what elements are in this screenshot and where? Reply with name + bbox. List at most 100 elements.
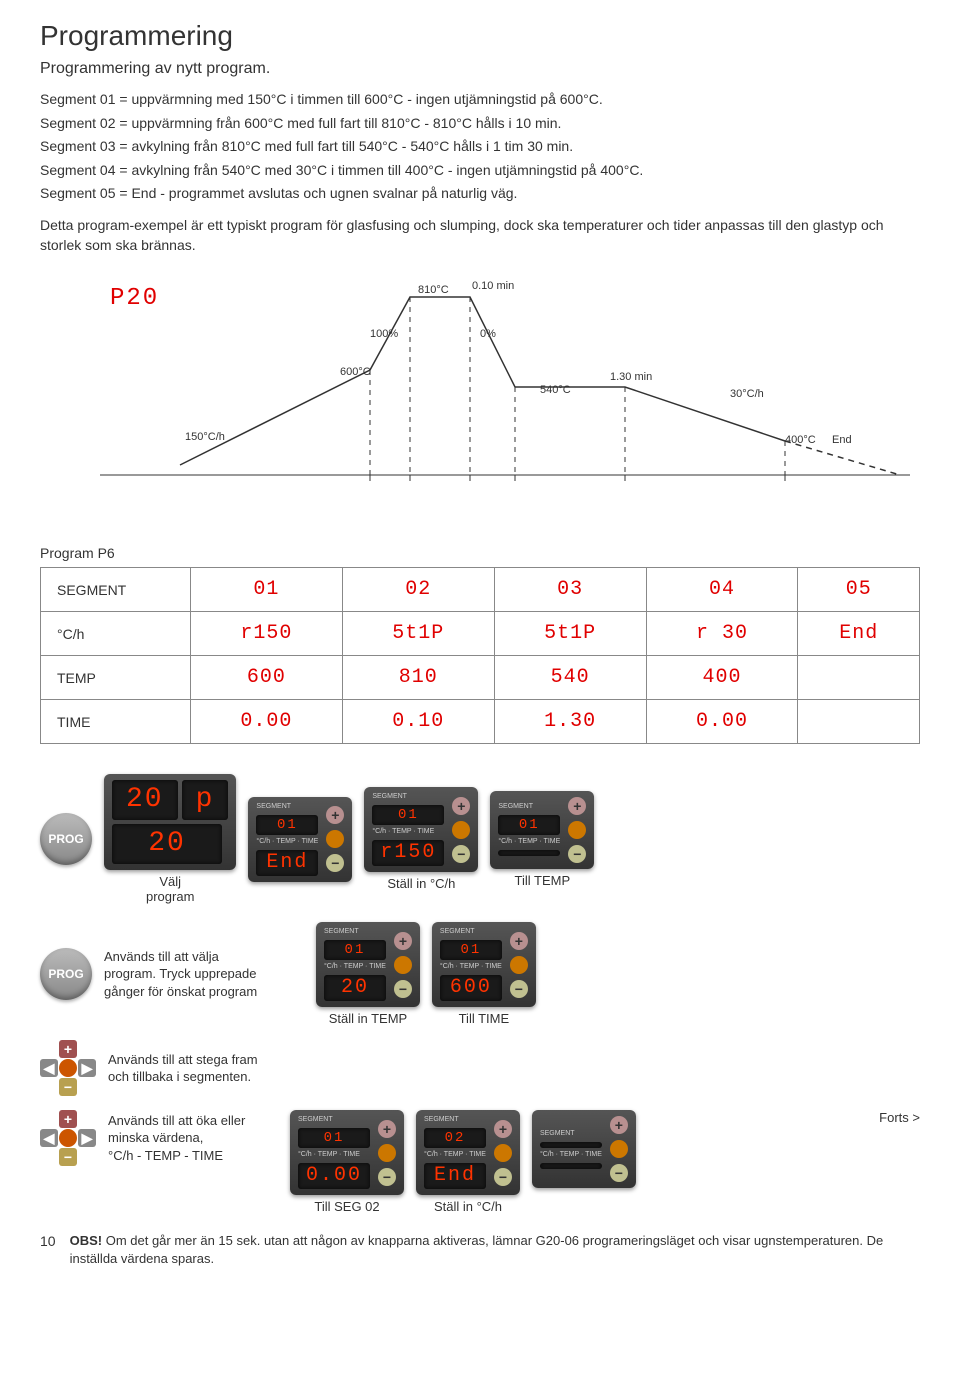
plus-button[interactable]: + [452,797,470,815]
dpad-down[interactable]: − [59,1078,77,1096]
dpad-up[interactable]: + [59,1110,77,1128]
center-button[interactable] [494,1144,512,1162]
dpad-lr[interactable]: + − ◀ ▶ [40,1040,96,1096]
page-title: Programmering [40,20,920,52]
panel-1: SEGMENT 01 °C/h · TEMP · TIME 20 + − Stä… [316,922,420,1026]
svg-text:600°C: 600°C [340,366,371,378]
lcd-sm [540,1142,602,1148]
segment-line: Segment 02 = uppvärmning från 600°C med … [40,114,920,134]
center-button[interactable] [610,1140,628,1158]
center-button[interactable] [378,1144,396,1162]
table-cell-value: End [839,622,878,645]
center-button[interactable] [510,956,528,974]
lcd-header: SEGMENT [324,928,386,935]
prog-button[interactable]: PROG [40,813,92,865]
panel-label: Ställ in °C/h [387,876,455,891]
svg-text:End: End [832,434,852,446]
minus-button[interactable]: − [610,1164,628,1182]
instruction-text: Används till att stega fram och tillbaka… [108,1051,278,1086]
center-button[interactable] [394,956,412,974]
table-cell-value: r150 [240,622,292,645]
lcd-header: SEGMENT [540,1130,602,1137]
prog-button[interactable]: PROG [40,948,92,1000]
lcd-main: 20 [112,780,178,820]
svg-text:1.30 min: 1.30 min [610,371,652,383]
minus-button[interactable]: − [326,854,344,872]
lcd-side-buttons: + − [394,932,412,998]
panel-label: Till TIME [459,1011,510,1026]
panel-1: SEGMENT 01 °C/h · TEMP · TIME 0.00 + − T… [290,1110,404,1214]
plus-button[interactable]: + [568,797,586,815]
table-cell-value: 0.00 [240,710,292,733]
lcd-panel: SEGMENT 01 °C/h · TEMP · TIME 0.00 + − [290,1110,404,1195]
lcd-sm: 01 [324,940,386,960]
lcd-side-buttons: + − [510,932,528,998]
program-table-title: Program P6 [40,545,920,561]
dpad-left[interactable]: ◀ [40,1129,58,1147]
table-row-label: °C/h [41,612,191,656]
segment-line: Segment 03 = avkylning från 810°C med fu… [40,137,920,157]
lcd-sublabel: °C/h · TEMP · TIME [540,1151,602,1158]
minus-button[interactable]: − [510,980,528,998]
plus-button[interactable]: + [610,1116,628,1134]
table-cell-value: 03 [557,578,583,601]
lcd-side-buttons: + − [378,1120,396,1186]
lcd-sm: 01 [256,815,318,835]
instruction-text: Används till att välja program. Tryck up… [104,948,274,1001]
panel-label: Till TEMP [515,873,571,888]
dpad-down[interactable]: − [59,1148,77,1166]
table-cell-value: 810 [399,666,438,689]
lcd-side-buttons: + − [452,797,470,863]
center-button[interactable] [326,830,344,848]
table-row-label: TEMP [41,656,191,700]
minus-button[interactable]: − [394,980,412,998]
dpad-center[interactable] [59,1129,77,1147]
lcd-panel: SEGMENT 01 °C/h · TEMP · TIME 20 + − [316,922,420,1007]
plus-button[interactable]: + [378,1120,396,1138]
dpad-right[interactable]: ▶ [78,1129,96,1147]
panel-3: SEGMENT 01 °C/h · TEMP · TIME r150 + − S… [364,787,478,891]
lcd-panel: SEGMENT 01 °C/h · TEMP · TIME 600 + − [432,922,536,1007]
svg-text:400°C: 400°C [785,434,816,446]
panels-row-3: + − ◀ ▶ Används till att öka eller minsk… [40,1110,920,1214]
dpad-left[interactable]: ◀ [40,1059,58,1077]
svg-text:100%: 100% [370,328,398,340]
table-cell-value: 400 [703,666,742,689]
minus-button[interactable]: − [568,845,586,863]
lcd-sm: p [182,780,229,820]
plus-button[interactable]: + [326,806,344,824]
svg-text:810°C: 810°C [418,284,449,296]
center-button[interactable] [568,821,586,839]
plus-button[interactable]: + [394,932,412,950]
plus-button[interactable]: + [510,932,528,950]
lcd-header: SEGMENT [256,803,318,810]
table-cell-value: 02 [405,578,431,601]
panel-2: SEGMENT 02 °C/h · TEMP · TIME End + − St… [416,1110,520,1214]
table-cell-value: 0.00 [696,710,748,733]
minus-button[interactable]: − [378,1168,396,1186]
lcd-bottom: r150 [372,840,444,866]
lcd-header: SEGMENT [440,928,502,935]
center-button[interactable] [452,821,470,839]
minus-button[interactable]: − [494,1168,512,1186]
lcd-panel: SEGMENT 02 °C/h · TEMP · TIME End + − [416,1110,520,1195]
dpad-updown[interactable]: + − ◀ ▶ [40,1110,96,1166]
panel-label: Välj program [146,874,194,904]
program-table: Program P6 SEGMENT0102030405°C/hr1505t1P… [40,545,920,744]
dpad-right[interactable]: ▶ [78,1059,96,1077]
svg-text:30°C/h: 30°C/h [730,388,764,400]
plus-button[interactable]: + [494,1120,512,1138]
panels-row-2: PROG Används till att välja program. Try… [40,922,920,1096]
panel-4: SEGMENT 01 °C/h · TEMP · TIME + − Till T… [490,791,594,888]
obs-label: OBS! [70,1233,103,1248]
panel-3: SEGMENT °C/h · TEMP · TIME + − [532,1110,636,1188]
svg-text:540°C: 540°C [540,384,571,396]
table-cell-value: r 30 [696,622,748,645]
panel-2: SEGMENT 01 °C/h · TEMP · TIME 600 + − Ti… [432,922,536,1026]
lcd-sm: 01 [498,815,560,835]
table-cell-value: 04 [709,578,735,601]
minus-button[interactable]: − [452,845,470,863]
dpad-center[interactable] [59,1059,77,1077]
dpad-up[interactable]: + [59,1040,77,1058]
lcd-panel: SEGMENT °C/h · TEMP · TIME + − [532,1110,636,1188]
